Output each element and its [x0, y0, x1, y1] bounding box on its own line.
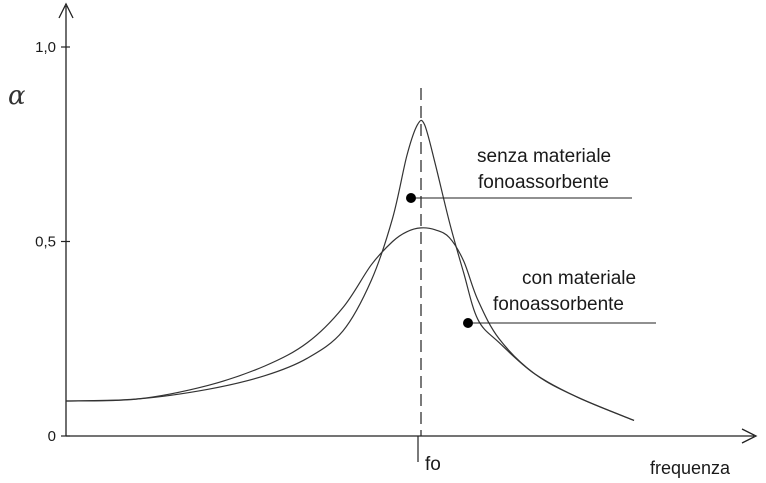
annotation-senza-line2: fonoassorbente: [478, 172, 609, 193]
y-axis-arrow: [58, 2, 74, 19]
y-ticks: 0 0,5 1,0: [35, 39, 70, 445]
marker-con-materiale: [463, 318, 473, 328]
y-tick-label: 1,0: [35, 39, 56, 56]
annotation-senza-materiale: senza materiale fonoassorbente: [406, 146, 632, 203]
x-axis-arrow: [741, 428, 758, 444]
y-axis-label: α: [8, 81, 26, 111]
annotation-con-materiale: con materiale fonoassorbente: [463, 268, 656, 328]
series-line-senza-materiale: [65, 119, 635, 421]
series-line-con-materiale: [65, 227, 635, 421]
x-axis-label: frequenza: [650, 458, 731, 478]
annotation-con-line2: fonoassorbente: [493, 294, 624, 315]
annotation-senza-line1: senza materiale: [477, 146, 611, 167]
y-tick-label: 0: [48, 428, 56, 445]
marker-senza-materiale: [406, 193, 416, 203]
annotation-con-line1: con materiale: [522, 268, 636, 289]
y-tick-label: 0,5: [35, 234, 56, 251]
fo-label: fo: [425, 454, 441, 475]
